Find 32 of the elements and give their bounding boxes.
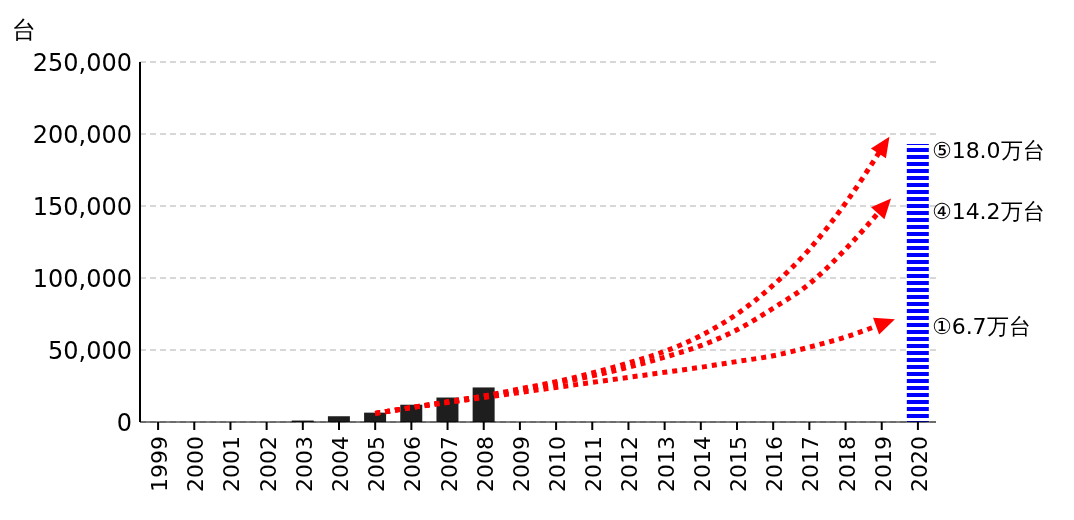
x-tick-label: 2017	[798, 436, 824, 492]
x-tick-label: 2012	[617, 436, 643, 492]
y-tick-label: 0	[116, 408, 132, 437]
x-tick-label: 2005	[364, 436, 390, 492]
y-tick-label: 50,000	[48, 336, 132, 365]
y-tick-label: 150,000	[32, 192, 132, 221]
x-tick-label: 2014	[689, 436, 715, 492]
x-tick-label: 2018	[834, 436, 860, 492]
x-tick-label: 2006	[400, 436, 426, 492]
x-tick-label: 2009	[508, 436, 534, 492]
y-tick-label: 200,000	[32, 120, 132, 149]
x-tick-label: 2011	[581, 436, 607, 492]
x-tick-label: 2000	[183, 436, 209, 492]
x-tick-label: 2003	[291, 436, 317, 492]
series-label: ④14.2万台	[931, 198, 1045, 224]
x-tick-label: 2020	[906, 436, 932, 492]
series-label: ⑤18.0万台	[931, 138, 1045, 164]
x-tick-label: 2004	[328, 436, 353, 492]
y-axis-title: 台	[12, 15, 36, 46]
y-tick-label: 250,000	[32, 48, 132, 77]
y-tick-label: 100,000	[32, 264, 132, 293]
x-tick-label: 2015	[726, 436, 751, 492]
series-label: ①6.7万台	[931, 314, 1031, 340]
x-tick-label: 2002	[255, 436, 281, 492]
x-tick-label: 2013	[653, 436, 679, 492]
x-tick-label: 2019	[870, 436, 896, 492]
x-tick-label: 2016	[762, 436, 788, 492]
x-tick-label: 2001	[219, 436, 245, 492]
x-tick-label: 2010	[545, 436, 571, 492]
x-tick-label: 2007	[436, 436, 462, 492]
x-tick-label: 1999	[147, 436, 173, 492]
x-tick-label: 2008	[472, 436, 498, 492]
